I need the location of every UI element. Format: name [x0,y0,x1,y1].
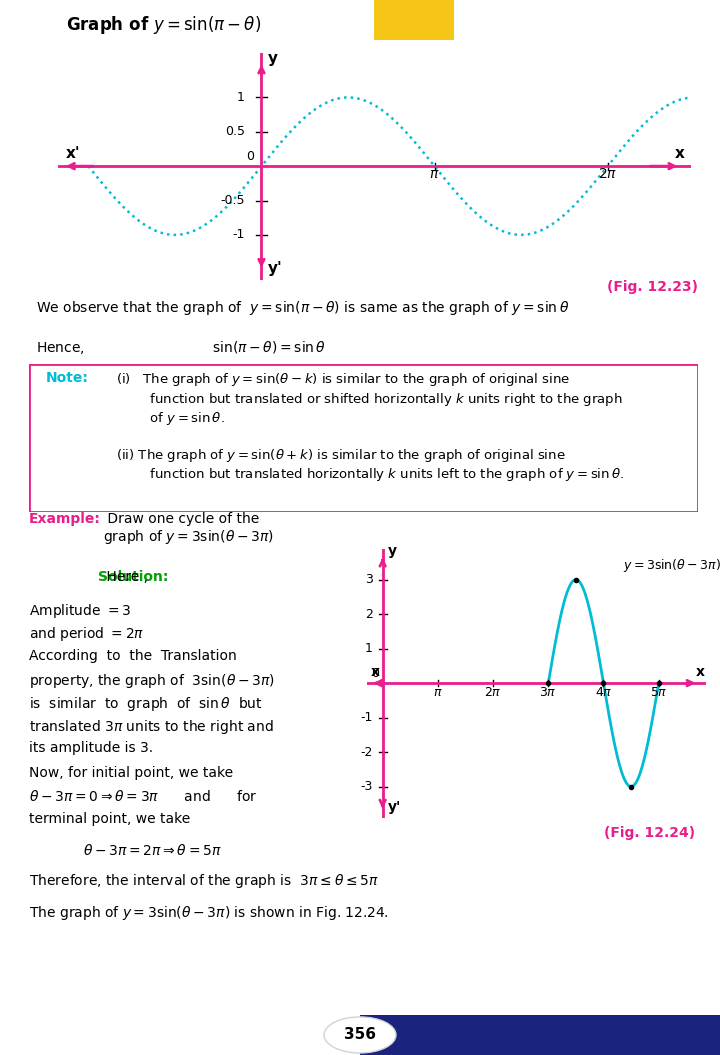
Bar [360,1015,720,1055]
Text: $2\pi$: $2\pi$ [598,167,617,180]
Text: Draw one cycle of the
graph of $y = 3\sin(\theta - 3\pi)$: Draw one cycle of the graph of $y = 3\si… [103,512,274,546]
Text: Solution:: Solution: [99,570,168,583]
Text: 356: 356 [344,1028,376,1042]
Text: 0.5: 0.5 [225,126,245,138]
Text: Note:: Note: [45,371,89,385]
Text: Hence,                             $\sin(\pi - \theta) = \sin \theta$: Hence, $\sin(\pi - \theta) = \sin \theta… [35,339,325,357]
Text: -0.5: -0.5 [220,194,245,207]
Text: (i)   The graph of $y = \sin(\theta - k)$ is similar to the graph of original si: (i) The graph of $y = \sin(\theta - k)$ … [116,371,622,427]
Text: -2: -2 [360,746,373,759]
Text: We observe that the graph of  $y = \sin(\pi - \theta)$ is same as the graph of $: We observe that the graph of $y = \sin(\… [35,299,569,316]
Text: $\theta - 3\pi = 0 \Rightarrow \theta = 3\pi$      and      for: $\theta - 3\pi = 0 \Rightarrow \theta = … [29,789,257,804]
Text: 1: 1 [365,642,373,655]
Text: $\pi$: $\pi$ [429,167,440,180]
Text: -1: -1 [360,711,373,724]
Text: translated $3\pi$ units to the right and: translated $3\pi$ units to the right and [29,717,274,735]
Text: The graph of $y = 3\sin(\theta - 3\pi)$ is shown in Fig. 12.24.: The graph of $y = 3\sin(\theta - 3\pi)$ … [29,904,389,922]
Text: $\pi$: $\pi$ [433,686,443,699]
Text: Graph of $y = \sin(\pi - \theta)$: Graph of $y = \sin(\pi - \theta)$ [66,14,261,36]
Text: Amplitude $= 3$: Amplitude $= 3$ [29,602,131,620]
Text: and period $= 2\pi$: and period $= 2\pi$ [29,625,144,644]
Text: x': x' [66,146,81,161]
Text: 0: 0 [246,150,254,162]
FancyBboxPatch shape [29,364,698,512]
Text: 0: 0 [372,667,379,679]
Text: 2: 2 [365,608,373,620]
Text: According  to  the  Translation: According to the Translation [29,649,237,663]
Text: x: x [371,665,379,678]
Text: Now, for initial point, we take: Now, for initial point, we take [29,766,233,780]
Text: x: x [675,146,685,161]
Text: $5\pi$: $5\pi$ [650,686,667,699]
Text: y': y' [388,801,402,814]
Text: 1: 1 [237,91,245,104]
Text: $3\pi$: $3\pi$ [539,686,557,699]
Text: $y = 3\sin (\theta - 3\pi)$: $y = 3\sin (\theta - 3\pi)$ [623,557,720,574]
Text: is  similar  to  graph  of  $\sin \theta$  but: is similar to graph of $\sin \theta$ but [29,694,263,713]
Text: Example:: Example: [29,512,101,525]
Text: -3: -3 [360,780,373,793]
Text: Here ,: Here , [102,570,148,583]
Text: y': y' [268,261,283,275]
Ellipse shape [324,1017,396,1053]
Text: $2\pi$: $2\pi$ [485,686,502,699]
Text: property, the graph of  $3\sin(\theta - 3\pi)$: property, the graph of $3\sin(\theta - 3… [29,672,275,690]
Text: (ii) The graph of $y = \sin(\theta + k)$ is similar to the graph of original sin: (ii) The graph of $y = \sin(\theta + k)$… [116,446,624,483]
Polygon shape [374,0,454,40]
Text: terminal point, we take: terminal point, we take [29,812,190,826]
Text: $\theta - 3\pi = 2\pi \Rightarrow \theta = 5\pi$: $\theta - 3\pi = 2\pi \Rightarrow \theta… [83,843,221,858]
Text: (Fig. 12.23): (Fig. 12.23) [608,281,698,294]
Text: y: y [388,543,397,558]
Text: (Fig. 12.24): (Fig. 12.24) [604,826,696,841]
Text: y: y [268,51,278,66]
Text: x: x [696,665,705,678]
Text: Therefore, the interval of the graph is  $3\pi \leq \theta \leq 5\pi$: Therefore, the interval of the graph is … [29,872,379,890]
Text: $4\pi$: $4\pi$ [595,686,612,699]
Text: its amplitude is 3.: its amplitude is 3. [29,741,153,754]
Text: -1: -1 [233,228,245,242]
Text: 3: 3 [365,573,373,587]
